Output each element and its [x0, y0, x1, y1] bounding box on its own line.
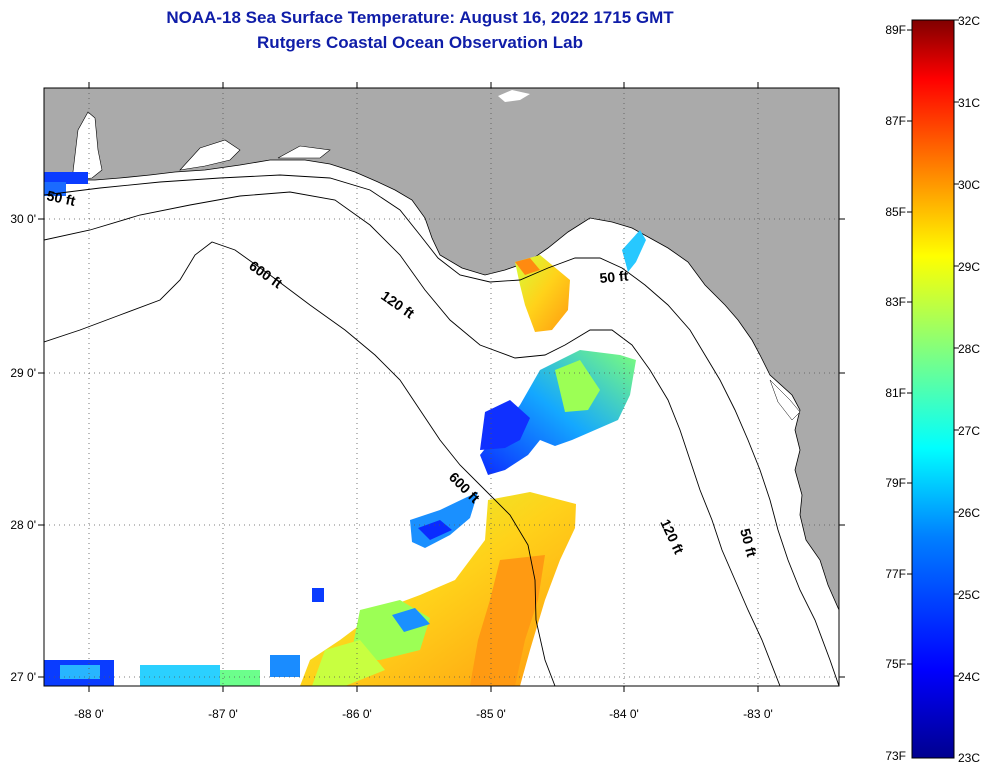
colorbar-ticks — [907, 19, 959, 677]
cb-f-89: 89F — [885, 23, 906, 37]
lon-label-87: -87 0' — [208, 707, 238, 721]
sst-data — [44, 172, 646, 686]
contour-120ft — [44, 191, 781, 686]
land-area — [44, 88, 839, 611]
cb-f-87: 87F — [885, 114, 906, 128]
cb-f-85: 85F — [885, 205, 906, 219]
lat-label-30: 30 0' — [10, 212, 36, 226]
cb-c-28: 28C — [958, 342, 980, 356]
cb-c-23: 23C — [958, 751, 980, 765]
lon-label-88: -88 0' — [74, 707, 104, 721]
lon-label-84: -84 0' — [609, 707, 639, 721]
contour-50ft — [44, 174, 839, 686]
cedar-key-inlet — [769, 379, 801, 421]
cb-f-83: 83F — [885, 295, 906, 309]
label-50ft-bigbend: 50 ft — [599, 268, 629, 286]
mobile-bay — [71, 111, 103, 181]
cb-c-27: 27C — [958, 424, 980, 438]
lat-label-27: 27 0' — [10, 670, 36, 684]
choctawhatchee-bay — [277, 145, 331, 159]
cb-c-25: 25C — [958, 588, 980, 602]
cb-c-31: 31C — [958, 96, 980, 110]
lon-label-86: -86 0' — [342, 707, 372, 721]
axis-ticks — [38, 82, 845, 692]
map-frame — [43, 87, 840, 687]
cb-f-79: 79F — [885, 476, 906, 490]
label-50ft-south: 50 ft — [737, 527, 760, 559]
map-title: NOAA-18 Sea Surface Temperature: August … — [166, 8, 674, 27]
cb-f-77: 77F — [885, 567, 906, 581]
cb-f-75: 75F — [885, 657, 906, 671]
colorbar — [911, 19, 955, 759]
cb-f-73: 73F — [885, 749, 906, 763]
cb-c-32: 32C — [958, 14, 980, 28]
lat-label-28: 28 0' — [10, 518, 36, 532]
cb-f-81: 81F — [885, 386, 906, 400]
contour-600ft — [44, 241, 556, 686]
pensacola-bay — [179, 139, 241, 171]
cb-c-30: 30C — [958, 178, 980, 192]
cb-c-24: 24C — [958, 670, 980, 684]
lon-label-83: -83 0' — [743, 707, 773, 721]
lat-label-29: 29 0' — [10, 366, 36, 380]
cb-c-29: 29C — [958, 260, 980, 274]
map-subtitle: Rutgers Coastal Ocean Observation Lab — [257, 33, 583, 52]
cb-c-26: 26C — [958, 506, 980, 520]
inland-lake — [498, 90, 530, 102]
lon-label-85: -85 0' — [476, 707, 506, 721]
label-50ft-west: 50 ft — [45, 187, 77, 209]
